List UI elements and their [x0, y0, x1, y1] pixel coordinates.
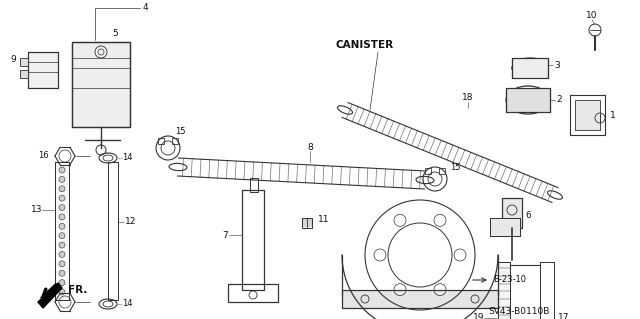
Text: 16: 16 — [38, 298, 49, 307]
Text: 4: 4 — [143, 4, 148, 12]
Text: 14: 14 — [122, 300, 132, 308]
Bar — [250, 178, 258, 192]
Bar — [20, 58, 28, 66]
Bar — [490, 218, 520, 236]
Bar — [490, 218, 520, 236]
Bar — [498, 262, 510, 319]
Text: 6: 6 — [525, 211, 531, 219]
Text: 5: 5 — [112, 29, 118, 39]
Circle shape — [59, 214, 65, 220]
Bar — [72, 42, 130, 127]
Text: 15: 15 — [450, 164, 461, 173]
Circle shape — [59, 176, 65, 182]
Text: 7: 7 — [222, 231, 228, 240]
Bar — [506, 88, 550, 112]
Circle shape — [59, 242, 65, 248]
Circle shape — [59, 261, 65, 267]
Bar — [540, 262, 554, 319]
Bar — [506, 88, 550, 112]
Bar — [342, 290, 498, 308]
Text: FR.: FR. — [68, 285, 88, 295]
Bar — [242, 190, 264, 290]
Circle shape — [59, 289, 65, 295]
Bar — [512, 58, 548, 78]
Circle shape — [59, 270, 65, 276]
Circle shape — [59, 251, 65, 257]
Bar — [158, 138, 164, 144]
Bar — [228, 284, 278, 302]
Text: SV43-B0110B: SV43-B0110B — [488, 308, 549, 316]
Text: 2: 2 — [556, 95, 562, 105]
Text: 19: 19 — [472, 314, 484, 319]
Text: 12: 12 — [125, 218, 136, 226]
Text: 8: 8 — [307, 144, 313, 152]
Bar — [55, 162, 69, 300]
Bar — [108, 162, 118, 300]
Text: 13: 13 — [31, 205, 42, 214]
Text: 1: 1 — [610, 110, 616, 120]
Bar — [512, 58, 548, 78]
Bar — [302, 218, 312, 228]
Text: 15: 15 — [175, 128, 186, 137]
Bar — [55, 162, 69, 300]
Bar — [20, 70, 28, 78]
Bar — [28, 52, 58, 88]
Text: 11: 11 — [318, 216, 330, 225]
Bar — [172, 138, 178, 144]
Text: 3: 3 — [554, 61, 560, 70]
Bar — [72, 42, 130, 127]
Bar — [498, 262, 510, 319]
Bar — [425, 168, 431, 174]
Circle shape — [59, 204, 65, 211]
Text: 10: 10 — [586, 11, 598, 20]
Bar — [28, 52, 58, 88]
Text: 18: 18 — [462, 93, 474, 102]
Circle shape — [59, 280, 65, 286]
Text: B-23-10: B-23-10 — [493, 276, 526, 285]
Bar — [439, 168, 445, 174]
Circle shape — [59, 195, 65, 201]
Circle shape — [59, 167, 65, 173]
Text: 16: 16 — [38, 152, 49, 160]
Text: 17: 17 — [558, 314, 570, 319]
Polygon shape — [38, 283, 62, 308]
Text: CANISTER: CANISTER — [335, 40, 393, 50]
Circle shape — [59, 223, 65, 229]
Circle shape — [59, 233, 65, 239]
Text: 14: 14 — [122, 153, 132, 162]
Bar — [575, 100, 600, 130]
Circle shape — [59, 186, 65, 192]
Bar — [502, 198, 522, 228]
Text: 9: 9 — [10, 56, 16, 64]
Bar — [502, 198, 522, 228]
